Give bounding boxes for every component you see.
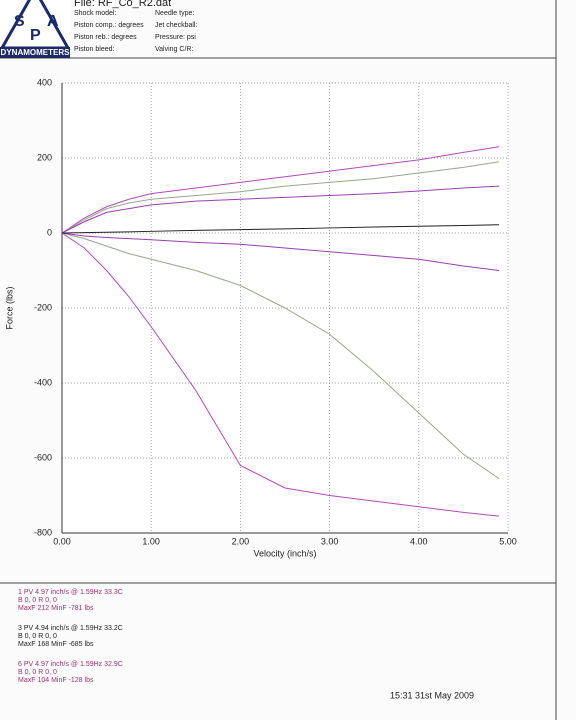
header-field: Needle type: — [155, 10, 194, 17]
series-line — [61, 232, 500, 517]
run-summary: MaxF 104 MinF -128 lbs — [18, 677, 94, 684]
y-tick-label: 0 — [47, 227, 52, 237]
header-field: Pressure: psi — [155, 34, 196, 41]
run-summary: 3 PV 4.94 inch/s @ 1.59Hz 33.2C — [18, 625, 123, 632]
run-summary: MaxF 212 MinF -781 lbs — [18, 605, 94, 612]
y-tick-label: -600 — [34, 452, 52, 462]
header-field: Shock model: — [74, 10, 116, 17]
logo-bar — [0, 47, 70, 58]
series-line — [61, 232, 500, 271]
run-summary: B 0, 0 R 0, 0 — [18, 633, 57, 640]
y-tick-label: 400 — [37, 77, 52, 87]
y-tick-label: 200 — [37, 152, 52, 162]
x-tick-label: 1.00 — [142, 536, 160, 546]
run-summary: B 0, 0 R 0, 0 — [18, 597, 57, 604]
run-summary: B 0, 0 R 0, 0 — [18, 669, 57, 676]
y-tick-label: -200 — [34, 302, 52, 312]
logo-letter: A — [47, 13, 59, 30]
logo-letter: P — [30, 27, 41, 44]
series-line — [61, 224, 500, 234]
y-axis-label: Force (lbs) — [4, 286, 14, 329]
series-line — [61, 146, 500, 234]
y-tick-label: -400 — [34, 377, 52, 387]
x-tick-label: 3.00 — [321, 536, 339, 546]
header-field: Piston reb.: degrees — [74, 34, 137, 41]
run-summary: 6 PV 4.97 inch/s @ 1.59Hz 32.9C — [18, 661, 123, 668]
header-field: Valving C/R: — [155, 46, 193, 53]
header-field: Piston comp.: degrees — [74, 22, 144, 29]
logo-letter: S — [14, 13, 25, 30]
series-line — [61, 161, 500, 234]
x-tick-label: 2.00 — [232, 536, 250, 546]
run-summary: MaxF 168 MinF -685 lbs — [18, 641, 94, 648]
header-field: Jet checkball: — [155, 22, 197, 29]
logo-name: DYNAMOMETERS — [1, 48, 71, 57]
series-line — [61, 185, 500, 234]
x-tick-label: 0.00 — [53, 536, 71, 546]
x-tick-label: 4.00 — [410, 536, 428, 546]
y-tick-label: -800 — [34, 527, 52, 537]
timestamp: 15:31 31st May 2009 — [390, 690, 474, 700]
series-line — [61, 232, 500, 480]
x-tick-label: 5.00 — [499, 536, 517, 546]
run-summary: 1 PV 4.97 inch/s @ 1.59Hz 33.3C — [18, 589, 123, 596]
file-name: File: RF_Co_R2.dat — [74, 0, 171, 9]
x-axis-label: Velocity (inch/s) — [253, 548, 316, 558]
header-field: Piston bleed: — [74, 46, 115, 53]
